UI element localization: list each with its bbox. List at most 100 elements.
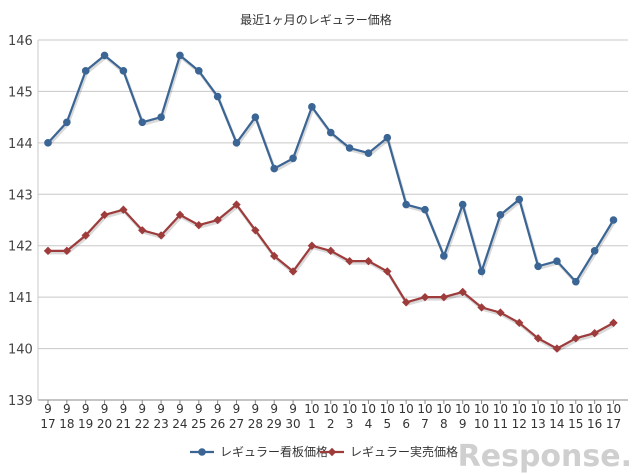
data-point-circle <box>251 113 260 121</box>
x-tick-label-month: 10 <box>587 402 602 416</box>
data-point-circle <box>308 103 316 111</box>
data-point-diamond <box>213 215 222 225</box>
x-tick-label-day: 3 <box>346 417 354 431</box>
x-tick-label-day: 7 <box>421 417 429 431</box>
x-tick-label-month: 9 <box>176 402 184 416</box>
data-point-circle <box>63 118 71 127</box>
data-point-circle <box>590 247 599 255</box>
data-point-circle <box>176 51 184 60</box>
data-point-circle <box>44 139 52 147</box>
x-tick-label-month: 10 <box>606 402 621 416</box>
data-point-circle <box>515 195 524 204</box>
data-point-diamond <box>138 226 147 235</box>
data-point-diamond <box>515 318 524 328</box>
x-tick-label-day: 12 <box>512 417 527 431</box>
data-point-circle <box>421 205 429 214</box>
x-tick-label-month: 10 <box>474 402 489 416</box>
y-tick-label: 145 <box>8 85 33 100</box>
data-point-circle <box>326 128 335 137</box>
y-tick-label: 142 <box>8 240 33 255</box>
data-point-diamond <box>62 246 72 256</box>
data-point-diamond <box>251 226 260 235</box>
data-point-circle <box>440 252 448 260</box>
watermark-logo: Response. <box>458 439 632 474</box>
x-tick-label-day: 29 <box>267 417 282 431</box>
x-tick-label-month: 10 <box>530 402 545 416</box>
data-point-circle <box>100 51 109 60</box>
grid-lines <box>38 39 628 350</box>
data-point-circle <box>477 267 486 276</box>
y-tick-label: 146 <box>8 34 33 49</box>
x-tick-label-day: 17 <box>606 417 621 431</box>
x-tick-label-day: 19 <box>78 417 93 431</box>
data-point-diamond <box>420 292 430 302</box>
data-point-diamond <box>345 256 354 266</box>
data-point-circle <box>157 113 165 121</box>
data-point-diamond <box>232 200 241 209</box>
data-point-diamond <box>552 344 562 353</box>
y-tick-label: 143 <box>8 188 33 203</box>
x-tick-label-month: 10 <box>399 402 414 416</box>
x-tick-label-month: 10 <box>549 402 564 416</box>
x-tick-label-day: 4 <box>365 417 373 431</box>
x-tick-label-month: 9 <box>214 402 222 416</box>
x-tick-label-month: 9 <box>120 402 128 416</box>
data-point-circle <box>572 277 580 286</box>
x-tick-label-day: 2 <box>327 417 335 431</box>
y-tick-label: 139 <box>8 394 33 409</box>
x-tick-label-month: 10 <box>417 402 432 416</box>
x-tick-label-day: 25 <box>191 417 206 431</box>
data-point-circle <box>383 133 392 142</box>
x-tick-label-month: 9 <box>252 402 260 416</box>
series-line-shadow <box>49 204 616 353</box>
data-point-diamond <box>81 231 90 240</box>
legend-label: レギュラー実売価格 <box>350 444 458 459</box>
data-point-circle <box>213 92 222 101</box>
x-tick-label-month: 9 <box>157 402 165 416</box>
x-tick-label-day: 28 <box>248 417 263 431</box>
data-point-diamond <box>270 251 279 261</box>
x-tick-label-month: 9 <box>195 402 203 416</box>
data-point-diamond <box>288 267 298 276</box>
data-point-circle <box>289 154 297 163</box>
x-tick-label-day: 9 <box>459 417 467 431</box>
x-tick-label-day: 30 <box>285 417 300 431</box>
x-tick-label-month: 10 <box>512 402 527 416</box>
data-point-diamond <box>364 256 373 266</box>
x-tick-label-month: 9 <box>44 402 52 416</box>
x-tick-label-month: 10 <box>323 402 338 416</box>
data-point-circle <box>402 200 410 209</box>
x-tick-label-day: 21 <box>116 417 131 431</box>
x-tick-label-month: 10 <box>493 402 508 416</box>
x-tick-label-day: 1 <box>308 417 316 431</box>
x-tick-label-month: 10 <box>380 402 395 416</box>
x-tick-label-day: 10 <box>474 417 489 431</box>
data-point-diamond <box>533 334 543 343</box>
x-tick-label-month: 9 <box>289 402 297 416</box>
legend-marker-circle <box>198 448 206 456</box>
data-point-circle <box>270 164 279 173</box>
legend-label: レギュラー看板価格 <box>220 444 328 459</box>
data-point-diamond <box>590 328 599 338</box>
x-tick-label-day: 8 <box>440 417 448 431</box>
y-tick-label: 141 <box>8 291 33 306</box>
data-point-circle <box>534 262 542 271</box>
x-tick-label-day: 27 <box>229 417 244 431</box>
data-point-diamond <box>439 292 449 302</box>
data-point-circle <box>81 67 90 75</box>
x-tick-label-day: 5 <box>383 417 391 431</box>
data-point-circle <box>195 67 203 75</box>
y-axis-tick-labels: 139 140 141 142 143 144 145 146 <box>8 34 33 409</box>
x-tick-label-day: 17 <box>40 417 55 431</box>
data-point-circle <box>138 118 147 127</box>
x-tick-label-day: 13 <box>530 417 545 431</box>
data-point-diamond <box>571 334 580 343</box>
y-tick-label: 144 <box>8 137 33 152</box>
data-point-circle <box>232 139 241 147</box>
x-tick-label-day: 24 <box>172 417 187 431</box>
x-tick-label-day: 26 <box>210 417 225 431</box>
x-tick-label-day: 20 <box>97 417 112 431</box>
data-point-diamond <box>119 205 128 214</box>
data-point-circle <box>609 216 618 224</box>
x-tick-label-day: 23 <box>153 417 168 431</box>
